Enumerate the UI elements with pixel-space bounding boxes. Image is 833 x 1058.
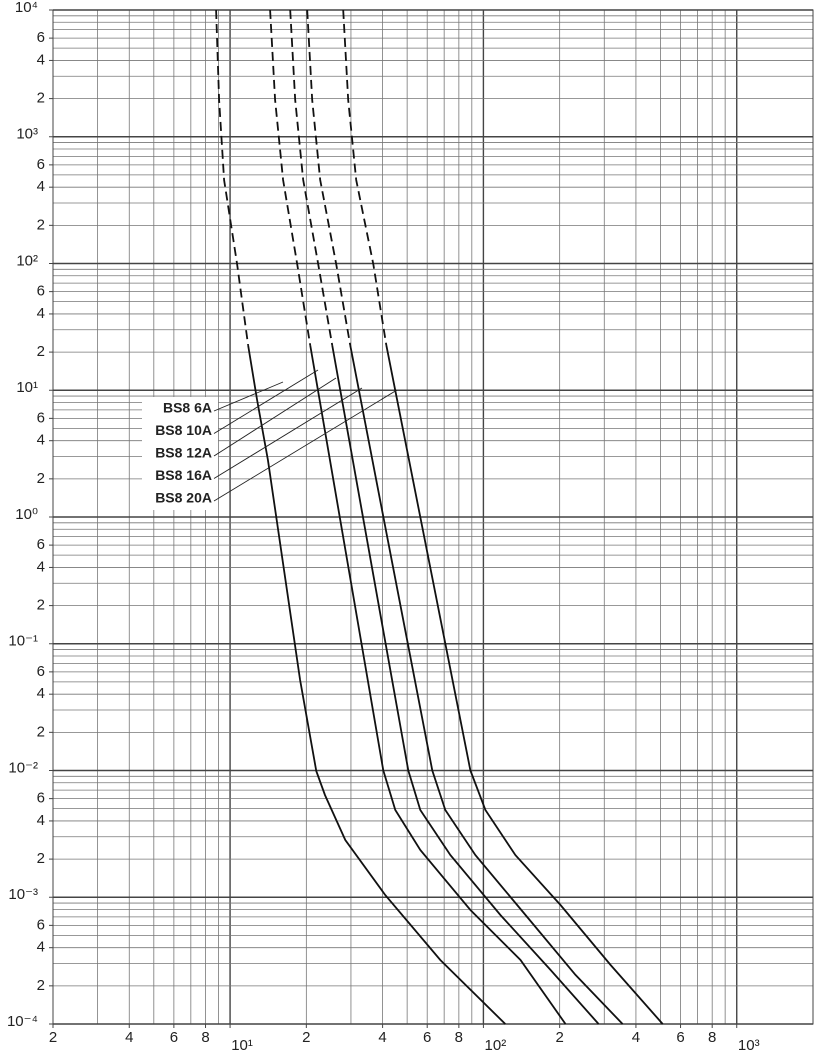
x-tick-label: 10¹ [231,1037,253,1054]
x-tick-label: 4 [378,1029,386,1046]
y-tick-label: 10¹ [16,379,38,396]
y-tick-label: 6 [37,29,45,46]
leader-line [213,377,337,457]
y-tick-label: 2 [37,723,45,740]
x-tick-label: 10² [485,1037,507,1054]
y-tick-label: 2 [37,90,45,107]
y-tick-label: 10⁴ [15,0,38,16]
x-tick-label: 4 [632,1029,640,1046]
x-tick-label: 6 [676,1029,684,1046]
y-tick-label: 10⁻² [8,759,38,776]
x-tick-label: 2 [49,1029,57,1046]
curve [349,344,624,1025]
y-tick-label: 2 [37,977,45,994]
x-tick-label: 8 [201,1029,209,1046]
curve-dashed [306,9,352,346]
y-tick-label: 10⁻¹ [8,633,38,650]
y-tick-label: 6 [37,409,45,426]
x-tick-label: 2 [302,1029,310,1046]
curves [215,9,664,1025]
x-tick-label: 2 [555,1029,563,1046]
series-label: BS8 16A [155,467,212,483]
curve-dashed [342,9,388,346]
y-tick-label: 2 [37,343,45,360]
y-tick-label: 4 [37,51,45,68]
label-box [142,397,218,510]
leader-line [213,369,319,434]
y-tick-label: 4 [37,178,45,195]
leader-line [213,389,398,502]
series-label: BS8 12A [155,445,212,461]
y-tick-label: 6 [37,790,45,807]
curve-dashed [289,9,334,346]
y-tick-label: 6 [37,156,45,173]
curve-dashed [269,9,312,346]
leader-line [213,381,284,412]
x-tick-label: 6 [423,1029,431,1046]
y-tick-label: 4 [37,432,45,449]
x-tick-label: 4 [125,1029,133,1046]
y-tick-label: 2 [37,470,45,487]
y-tick-label: 10³ [16,126,38,143]
leader-line [213,387,363,479]
curve [247,344,506,1025]
y-tick-label: 4 [37,939,45,956]
x-tick-label: 8 [708,1029,716,1046]
y-tick-label: 10⁻⁴ [7,1013,38,1030]
y-tick-label: 2 [37,216,45,233]
y-tick-label: 6 [37,663,45,680]
curve-dashed [215,9,249,346]
y-tick-label: 10⁻³ [8,886,38,903]
series-label: BS8 10A [155,422,212,438]
x-tick-label: 8 [455,1029,463,1046]
grid [49,9,814,1028]
series-label: BS8 6A [163,400,212,416]
curve [331,344,600,1025]
y-tick-label: 2 [37,597,45,614]
y-tick-label: 2 [37,850,45,867]
y-tick-label: 10² [16,252,38,269]
curve [309,344,567,1025]
curve [385,344,664,1025]
x-tick-label: 10³ [738,1037,760,1054]
y-tick-label: 4 [37,812,45,829]
y-tick-label: 10⁰ [15,506,38,523]
x-tick-label: 6 [170,1029,178,1046]
y-tick-label: 6 [37,916,45,933]
series-label: BS8 20A [155,490,212,506]
labels: 2 4 6 8 10¹ 2 4 6 8 10² 2 4 6 8 10³10⁴64210³64210²6421… [7,0,760,1054]
y-tick-label: 4 [37,305,45,322]
y-tick-label: 4 [37,685,45,702]
y-tick-label: 4 [37,558,45,575]
y-tick-label: 6 [37,536,45,553]
y-tick-label: 6 [37,283,45,300]
